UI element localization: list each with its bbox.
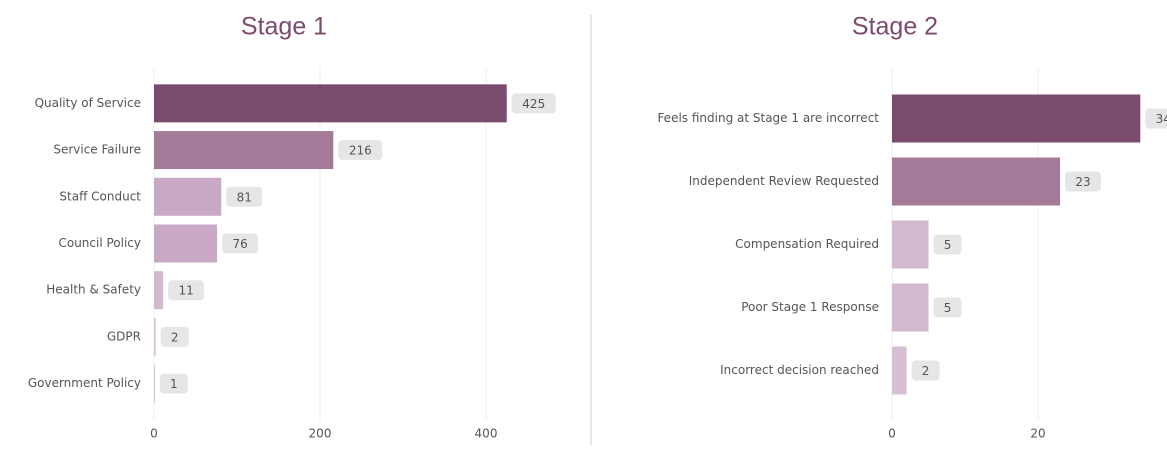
- value-label-bg: [1064, 171, 1101, 192]
- bar: [154, 317, 156, 356]
- x-tick-label: 200: [309, 427, 332, 441]
- value-label-bg: [222, 233, 259, 254]
- x-tick-label: 400: [475, 427, 498, 441]
- y-tick-label: Poor Stage 1 Response: [741, 300, 879, 314]
- y-tick-label: GDPR: [107, 329, 141, 343]
- bar: [154, 131, 334, 170]
- value-label-bg: [159, 373, 188, 394]
- value-label-bg: [168, 280, 205, 301]
- y-tick-label: Feels finding at Stage 1 are incorrect: [657, 111, 879, 125]
- value-label: 81: [237, 190, 252, 204]
- bar: [154, 271, 164, 310]
- y-tick-label: Health & Safety: [46, 283, 141, 297]
- value-label-bg: [226, 186, 263, 207]
- y-tick-label: Council Policy: [58, 236, 141, 250]
- value-label-bg: [511, 93, 556, 114]
- value-label: 216: [349, 144, 372, 158]
- value-label: 5: [944, 238, 952, 252]
- value-label: 34: [1156, 112, 1167, 126]
- value-label-bg: [1145, 108, 1167, 129]
- y-tick-label: Incorrect decision reached: [720, 363, 879, 377]
- chart-title: Stage 1: [241, 13, 327, 41]
- bar: [154, 224, 218, 263]
- value-label-bg: [933, 234, 962, 255]
- bar: [892, 283, 929, 332]
- y-tick-label: Government Policy: [28, 376, 141, 390]
- value-label: 76: [232, 237, 247, 251]
- value-label: 425: [522, 97, 545, 111]
- value-label-bg: [160, 326, 189, 347]
- value-label: 2: [922, 364, 930, 378]
- value-label: 1: [170, 377, 178, 391]
- bar: [892, 157, 1060, 206]
- bar: [892, 220, 929, 269]
- x-tick-label: 20: [1030, 427, 1045, 441]
- bar: [892, 94, 1141, 143]
- x-tick-label: 0: [888, 427, 896, 441]
- y-tick-label: Compensation Required: [735, 237, 879, 251]
- chart-title: Stage 2: [852, 13, 938, 41]
- y-tick-label: Independent Review Requested: [689, 174, 879, 188]
- value-label-bg: [911, 360, 940, 381]
- bar: [154, 177, 222, 216]
- value-label: 5: [944, 301, 952, 315]
- value-label: 11: [178, 284, 193, 298]
- y-tick-label: Quality of Service: [35, 96, 141, 110]
- bar: [154, 364, 155, 403]
- value-label: 23: [1075, 175, 1090, 189]
- y-tick-label: Staff Conduct: [59, 189, 141, 203]
- value-label-bg: [933, 297, 962, 318]
- bar: [154, 84, 507, 123]
- value-label: 2: [171, 330, 179, 344]
- y-tick-label: Service Failure: [53, 143, 141, 157]
- x-tick-label: 0: [150, 427, 158, 441]
- value-label-bg: [338, 140, 383, 161]
- bar: [892, 346, 907, 395]
